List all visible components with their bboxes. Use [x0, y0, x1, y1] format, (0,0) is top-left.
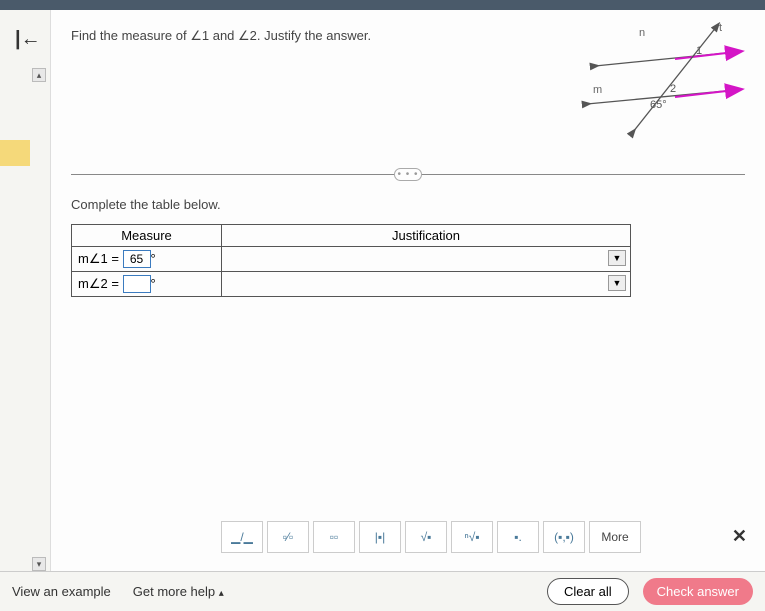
caret-up-icon: ▴	[219, 588, 224, 599]
tool-ordered-pair[interactable]: (▪,▪)	[543, 521, 585, 553]
measure-cell-1: m∠1 = °	[72, 247, 222, 272]
label-t: t	[719, 22, 722, 34]
label-angle-1: 1	[696, 45, 702, 57]
measure-prefix: m∠1 =	[78, 251, 123, 266]
get-help-link[interactable]: Get more help ▴	[133, 584, 224, 599]
justification-dropdown-1[interactable]: ▼	[608, 250, 626, 266]
tool-nroot[interactable]: ⁿ√▪	[451, 521, 493, 553]
label-given-angle: 65°	[650, 99, 667, 111]
view-example-link[interactable]: View an example	[12, 584, 111, 599]
answer-table: Measure Justification m∠1 = ° ▼ m∠2 = ° …	[71, 224, 631, 297]
window-titlebar	[0, 0, 765, 10]
tool-exponent[interactable]: ▫▫	[313, 521, 355, 553]
instruction-text: Complete the table below.	[71, 197, 745, 212]
table-row: m∠2 = ° ▼	[72, 272, 631, 297]
label-m: m	[593, 84, 602, 96]
measure-prefix: m∠2 =	[78, 276, 123, 291]
check-answer-button[interactable]: Check answer	[643, 578, 753, 605]
tool-abs[interactable]: |▪|	[359, 521, 401, 553]
angle-diagram: n m t 1 2 65°	[575, 20, 745, 140]
tool-subscript[interactable]: ▪.	[497, 521, 539, 553]
math-toolbar: ▁/▁ ▫⁄▫ ▫▫ |▪| √▪ ⁿ√▪ ▪. (▪,▪) More	[221, 521, 641, 553]
scroll-up-button[interactable]: ▴	[32, 68, 46, 82]
angle1-input[interactable]	[123, 250, 151, 268]
clear-all-button[interactable]: Clear all	[547, 578, 629, 605]
back-button[interactable]: |←	[15, 28, 41, 51]
angle2-input[interactable]	[123, 275, 151, 293]
tool-more[interactable]: More	[589, 521, 641, 553]
measure-cell-2: m∠2 = °	[72, 272, 222, 297]
degree-suffix: °	[151, 251, 156, 266]
left-gutter: |← ▴ ▾	[0, 10, 50, 571]
footer-bar: View an example Get more help ▴ Clear al…	[0, 571, 765, 611]
label-n: n	[639, 27, 645, 39]
justification-cell-1: ▼	[222, 247, 631, 272]
divider-handle[interactable]: • • •	[394, 168, 422, 181]
header-justification: Justification	[222, 225, 631, 247]
degree-suffix: °	[151, 276, 156, 291]
table-row: m∠1 = ° ▼	[72, 247, 631, 272]
label-angle-2: 2	[670, 83, 676, 95]
main-area: |← ▴ ▾ Find the measure of ∠1 and ∠2. Ju…	[0, 10, 765, 571]
tool-sqrt[interactable]: √▪	[405, 521, 447, 553]
justification-cell-2: ▼	[222, 272, 631, 297]
scroll-down-button[interactable]: ▾	[32, 557, 46, 571]
header-measure: Measure	[72, 225, 222, 247]
justification-dropdown-2[interactable]: ▼	[608, 275, 626, 291]
content-panel: Find the measure of ∠1 and ∠2. Justify t…	[50, 10, 765, 571]
section-divider: • • •	[71, 174, 745, 175]
tool-mixed-fraction[interactable]: ▫⁄▫	[267, 521, 309, 553]
bookmark-tab[interactable]	[0, 140, 30, 166]
close-toolbar-icon[interactable]: ✕	[732, 526, 747, 547]
tool-fraction[interactable]: ▁/▁	[221, 521, 263, 553]
